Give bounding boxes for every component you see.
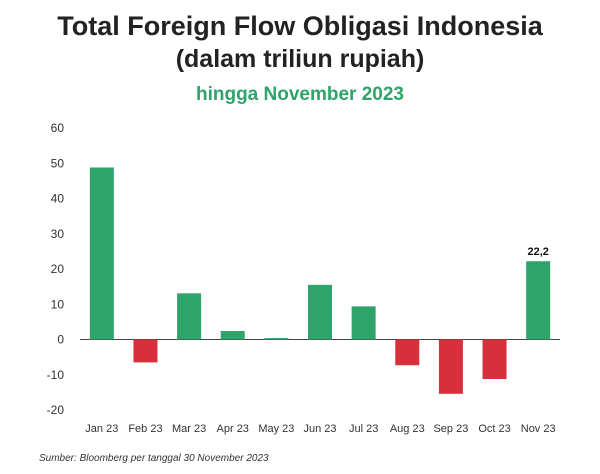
chart-title: Total Foreign Flow Obligasi Indonesia: [57, 11, 543, 41]
x-tick-label: Jun 23: [303, 423, 336, 435]
x-tick-label: Aug 23: [390, 423, 425, 435]
data-label: 22,2: [527, 246, 548, 258]
bar-feb-23: [133, 339, 158, 363]
y-tick-label: -10: [47, 368, 65, 382]
y-tick-label: 30: [51, 227, 65, 241]
y-axis: -20 -10 0 10 20 30 40 50 60: [47, 121, 65, 417]
x-tick-label: Jul 23: [349, 423, 378, 435]
y-tick-label: -20: [47, 403, 65, 417]
x-tick-label: Feb 23: [128, 423, 162, 435]
chart-subtitle: (dalam triliun rupiah): [175, 45, 425, 73]
bar-oct-23: [482, 339, 507, 379]
x-axis: Jan 23 Feb 23 Mar 23 Apr 23 May 23 Jun 23 Jul …: [85, 423, 555, 435]
x-tick-label: May 23: [258, 423, 294, 435]
x-tick-label: Apr 23: [217, 423, 249, 435]
y-tick-label: 20: [51, 262, 65, 276]
bar-may-23: [264, 338, 289, 340]
bar-sep-23: [438, 339, 463, 394]
x-tick-label: Mar 23: [172, 423, 206, 435]
chart-period: hingga November 2023: [195, 84, 405, 105]
x-tick-label: Jan 23: [85, 423, 118, 435]
bar-jan-23: [89, 167, 114, 340]
y-tick-label: 50: [51, 156, 65, 170]
bar-apr-23: [220, 331, 245, 340]
y-tick-label: 60: [51, 121, 65, 135]
x-tick-label: Oct 23: [478, 423, 510, 435]
y-tick-label: 40: [51, 192, 65, 206]
source-note: Sumber: Bloomberg per tanggal 30 Novembe…: [39, 453, 269, 464]
bar-jul-23: [351, 306, 376, 340]
bar-mar-23: [177, 293, 202, 340]
y-tick-label: 10: [51, 297, 65, 311]
x-tick-label: Nov 23: [521, 423, 556, 435]
bar-aug-23: [395, 339, 420, 366]
data-labels-group: 22,2: [527, 246, 548, 258]
y-tick-label: 0: [57, 333, 64, 347]
x-tick-label: Sep 23: [433, 423, 468, 435]
bars-group: [89, 167, 551, 394]
bar-jun-23: [308, 284, 332, 340]
bar-nov-23: [526, 261, 551, 340]
